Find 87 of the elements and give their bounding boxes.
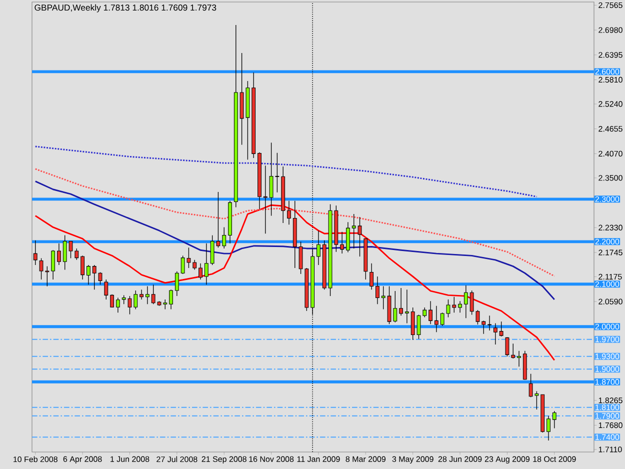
candlestick [163, 299, 168, 310]
candlestick [204, 243, 208, 285]
ref-line-label: 1.8100 [596, 404, 620, 410]
candlestick [434, 305, 438, 333]
ref-line-label: 2.3000 [595, 196, 620, 202]
ref-line-label: 1.9000 [596, 366, 620, 372]
ref-line-label: 1.7400 [596, 434, 620, 440]
y-tick-label: 2.6395 [598, 52, 622, 58]
candlestick [316, 230, 320, 266]
candlestick [399, 288, 403, 316]
candlestick [452, 296, 456, 313]
y-tick-label: 2.7565 [598, 2, 622, 8]
candlestick [493, 322, 498, 345]
candlestick [376, 276, 380, 304]
candlestick [110, 294, 114, 308]
candlestick [33, 240, 38, 266]
ref-line-label: 2.2000 [595, 238, 620, 244]
y-tick-label: 2.5240 [598, 101, 622, 107]
candlestick [511, 343, 516, 359]
y-tick-label: 2.5810 [598, 76, 622, 83]
line-series [34, 180, 556, 300]
y-tick-label: 2.2330 [598, 224, 622, 230]
x-tick-label: 1 Jun 2008 [110, 456, 150, 462]
candlestick [546, 416, 550, 441]
candlestick [86, 264, 90, 285]
x-tick-label: 11 Jan 2009 [297, 456, 340, 462]
x-tick-label: 21 Sep 2008 [202, 456, 246, 464]
candlestick [198, 262, 202, 280]
candlestick [134, 290, 138, 310]
x-tick-label: 16 Nov 2008 [249, 456, 294, 462]
x-tick-label: 6 Apr 2008 [63, 456, 102, 464]
x-tick-label: 3 May 2009 [392, 456, 434, 464]
candlestick [287, 200, 291, 225]
candlestick [222, 226, 226, 249]
y-tick-label: 1.7110 [598, 446, 622, 452]
y-tick-label: 2.6980 [598, 27, 622, 33]
candlestick [505, 336, 510, 357]
y-tick-label: 1.7680 [598, 422, 622, 428]
candlestick [116, 297, 120, 313]
candlestick [552, 410, 556, 429]
y-tick-label: 2.3500 [598, 175, 622, 181]
candlestick [174, 271, 179, 296]
candlestick [80, 255, 85, 280]
line-series [34, 168, 556, 277]
candlestick [340, 232, 344, 254]
candlestick [428, 300, 432, 324]
candlestick [464, 285, 468, 318]
ref-line-label: 2.0000 [595, 324, 620, 330]
ref-line-label: 2.6000 [595, 68, 620, 75]
candlestick [169, 289, 173, 310]
ref-line-label: 1.9700 [596, 336, 620, 342]
y-tick-label: 2.4070 [598, 150, 622, 157]
x-tick-label: 23 Aug 2009 [484, 456, 530, 464]
candlestick [352, 214, 356, 249]
candlestick [458, 300, 462, 313]
candlestick [145, 286, 150, 304]
x-tick-label: 10 Feb 2008 [14, 456, 58, 462]
y-tick-label: 2.0590 [598, 298, 622, 304]
ref-line-label: 1.9300 [596, 354, 620, 360]
candlestick [488, 315, 492, 331]
ref-line-label: 1.8700 [596, 379, 620, 385]
candlestick [517, 350, 521, 367]
line-series [34, 146, 538, 198]
candlestick [346, 222, 350, 253]
candlestick [358, 216, 362, 257]
candlestick [404, 289, 409, 324]
x-tick-label: 28 Jun 2009 [438, 456, 482, 462]
x-tick-label: 27 Jul 2008 [156, 456, 198, 462]
candlestick [57, 243, 61, 266]
x-tick-label: 8 Mar 2009 [346, 456, 386, 462]
candlestick [370, 262, 374, 290]
y-tick-label: 2.1745 [598, 250, 622, 256]
candlestick [104, 279, 108, 300]
candlestick [192, 260, 197, 270]
line-series [34, 204, 556, 361]
chart-title: GBPAUD,Weekly 1.7813 1.8016 1.7609 1.7973 [34, 4, 216, 12]
y-tick-label: 2.1175 [598, 274, 622, 280]
candlestick [263, 165, 268, 234]
y-tick-label: 1.8265 [598, 398, 622, 404]
candlestick [482, 320, 486, 334]
ref-line-label: 2.1000 [595, 281, 620, 287]
candlestick [140, 289, 144, 300]
x-tick-label: 18 Oct 2009 [533, 456, 576, 462]
candlestick [51, 250, 56, 280]
ref-line-label: 1.7900 [596, 413, 620, 419]
y-tick-label: 2.4655 [598, 126, 622, 132]
candlestick [499, 321, 504, 337]
